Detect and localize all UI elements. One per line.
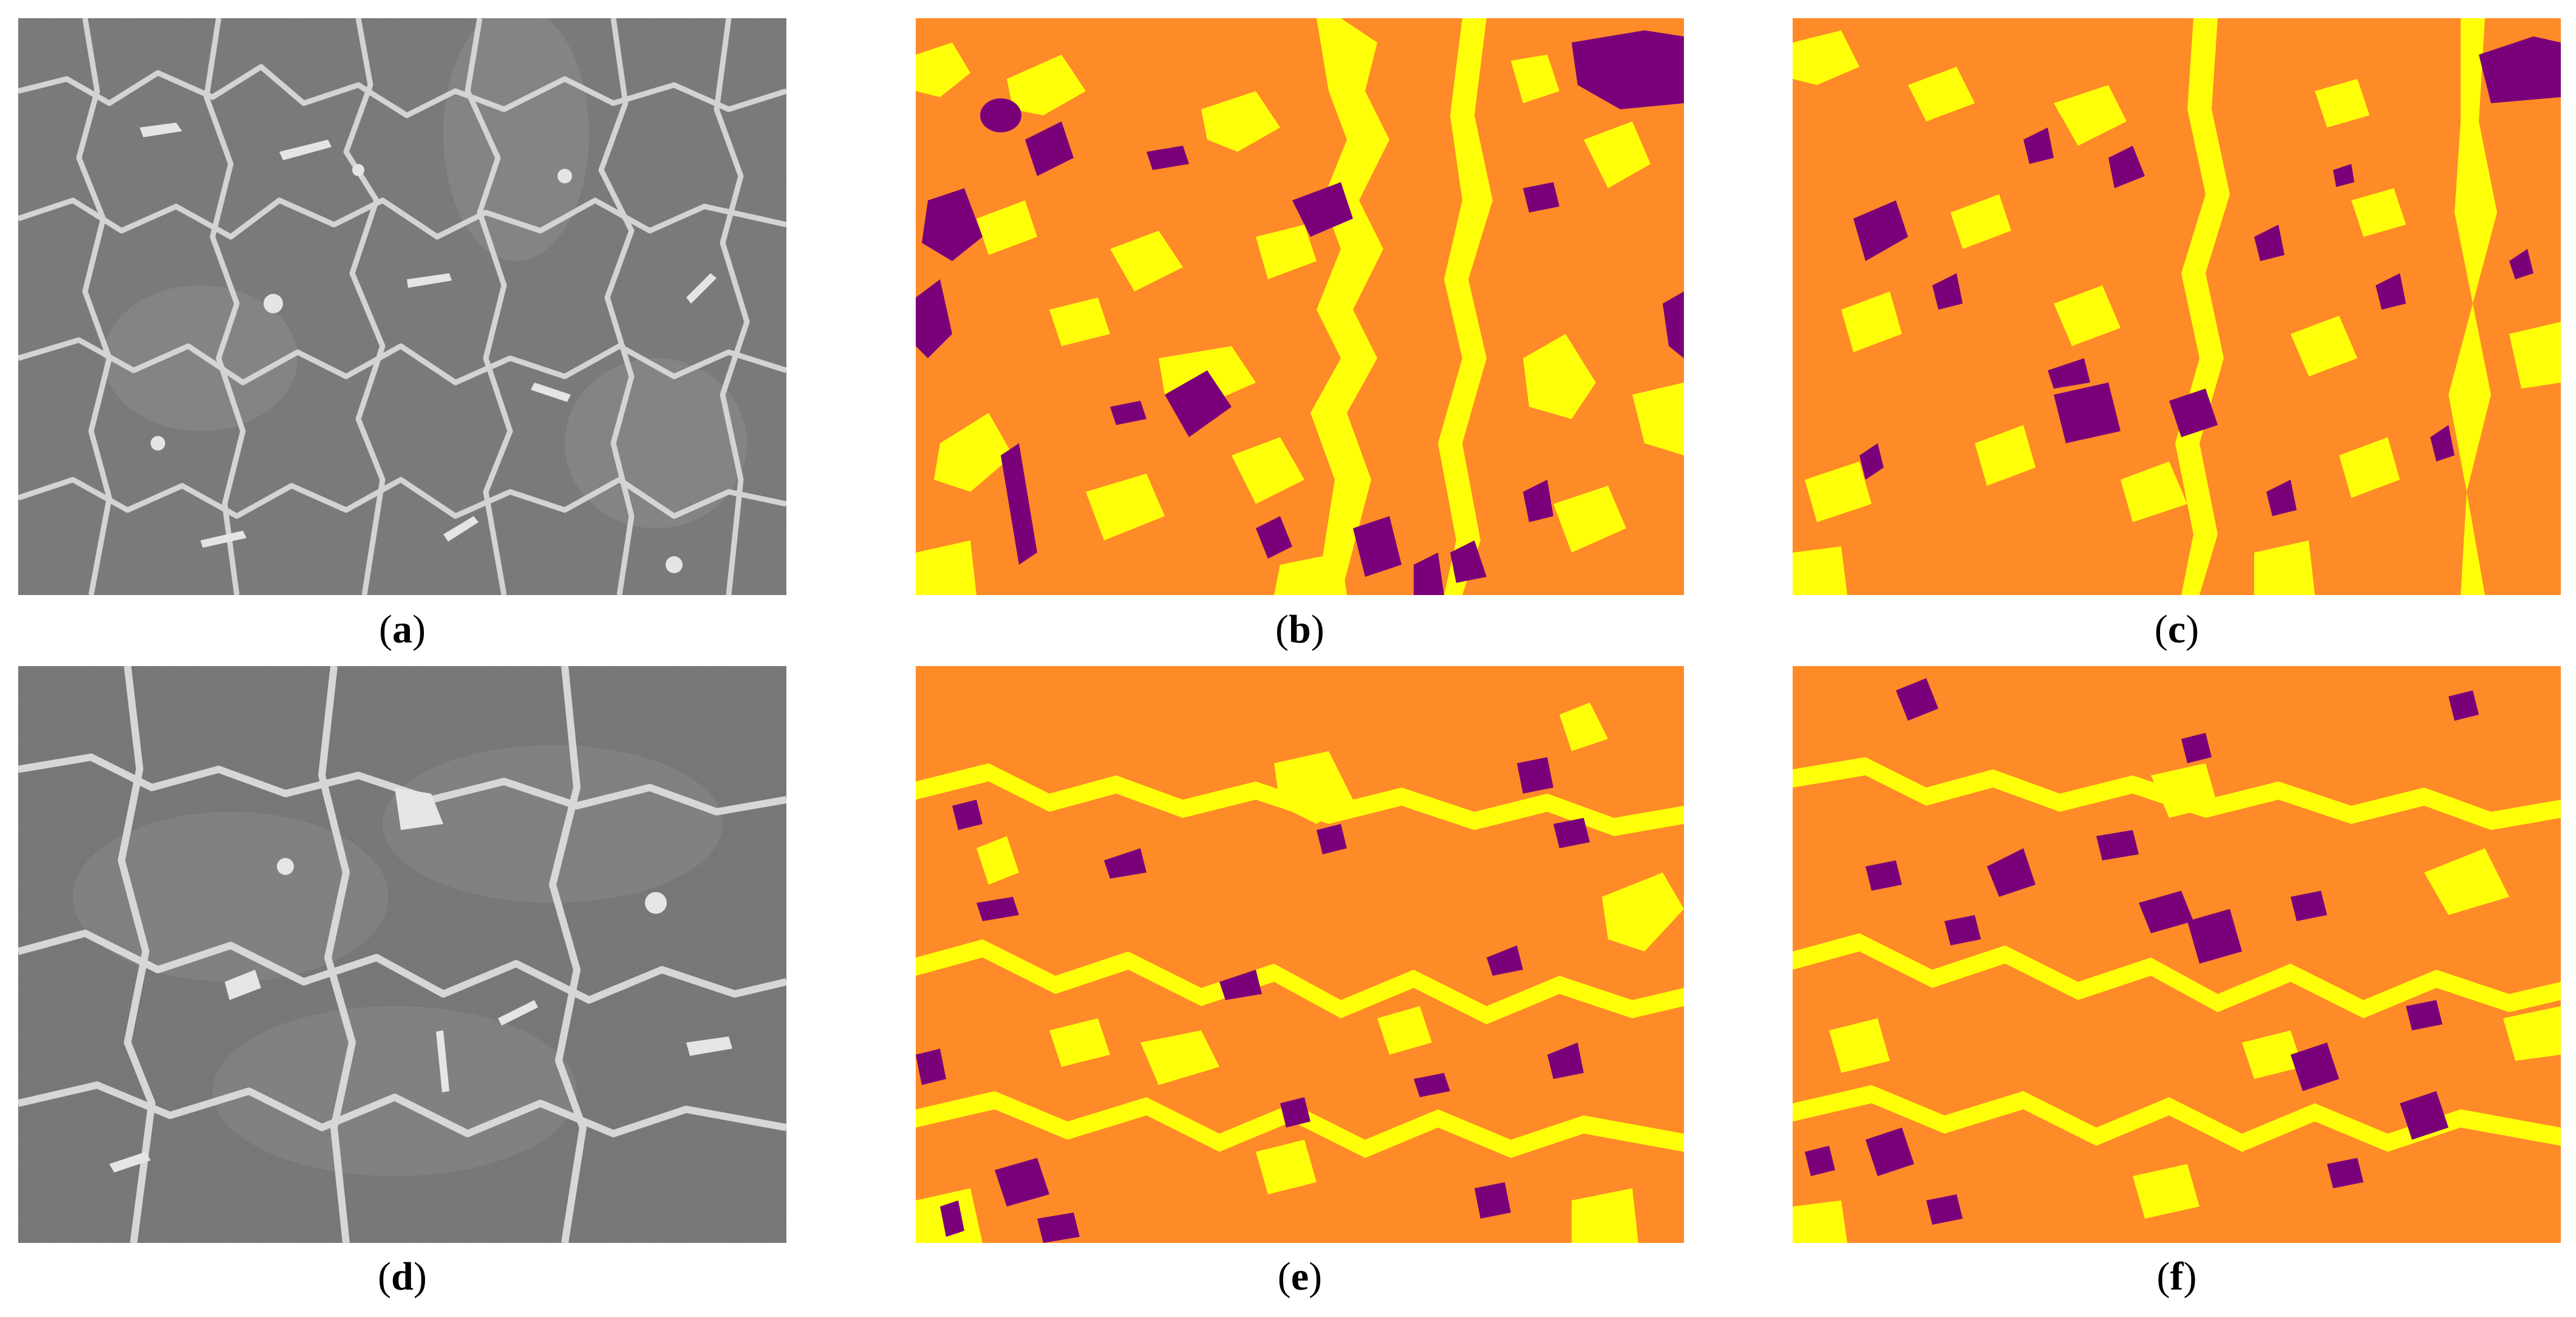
sem-image-d xyxy=(18,666,786,1243)
caption-b: (b) xyxy=(1275,607,1324,652)
segmentation-map-c xyxy=(1793,18,2561,595)
caption-letter-b: b xyxy=(1289,607,1311,652)
segmentation-map-b xyxy=(916,18,1684,595)
caption-f: (f) xyxy=(2156,1254,2197,1299)
caption-letter-a: a xyxy=(392,607,412,652)
caption-d: (d) xyxy=(378,1254,427,1299)
sem-image-a xyxy=(18,18,786,595)
caption-c: (c) xyxy=(2154,607,2199,652)
segmentation-map-e xyxy=(916,666,1684,1243)
caption-letter-f: f xyxy=(2170,1254,2184,1299)
segmentation-image-f xyxy=(1793,666,2561,1243)
sem-micrograph-d xyxy=(18,666,786,1243)
segmentation-image-e xyxy=(916,666,1684,1243)
caption-a: (a) xyxy=(379,607,426,652)
sem-micrograph-a xyxy=(18,18,786,595)
caption-letter-d: d xyxy=(391,1254,414,1299)
segmentation-image-c xyxy=(1793,18,2561,595)
segmentation-image-b xyxy=(916,18,1684,595)
caption-letter-c: c xyxy=(2167,607,2186,652)
caption-letter-e: e xyxy=(1290,1254,1309,1299)
caption-e: (e) xyxy=(1277,1254,1323,1299)
segmentation-map-f xyxy=(1793,666,2561,1243)
